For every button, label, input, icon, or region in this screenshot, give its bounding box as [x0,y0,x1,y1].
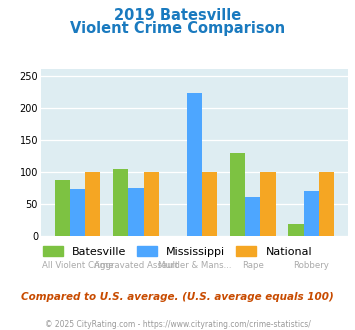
Text: Aggravated Assault: Aggravated Assault [94,261,178,270]
Bar [245,197,260,236]
Bar [260,172,275,236]
Bar [129,188,143,236]
Bar [85,172,100,236]
Bar [55,180,70,236]
Text: All Violent Crime: All Violent Crime [42,261,113,270]
Text: 2019 Batesville: 2019 Batesville [114,8,241,23]
Text: Violent Crime Comparison: Violent Crime Comparison [70,21,285,36]
Text: Murder & Mans...: Murder & Mans... [158,261,231,270]
Text: Rape: Rape [242,261,264,270]
Legend: Batesville, Mississippi, National: Batesville, Mississippi, National [40,243,315,260]
Bar [288,224,304,236]
Bar [143,172,159,236]
Bar [113,169,129,236]
Bar [319,172,334,236]
Bar [304,191,319,236]
Text: Compared to U.S. average. (U.S. average equals 100): Compared to U.S. average. (U.S. average … [21,292,334,302]
Bar [187,93,202,236]
Text: Robbery: Robbery [293,261,329,270]
Bar [70,189,85,236]
Bar [230,152,245,236]
Bar [202,172,217,236]
Text: © 2025 CityRating.com - https://www.cityrating.com/crime-statistics/: © 2025 CityRating.com - https://www.city… [45,320,310,329]
